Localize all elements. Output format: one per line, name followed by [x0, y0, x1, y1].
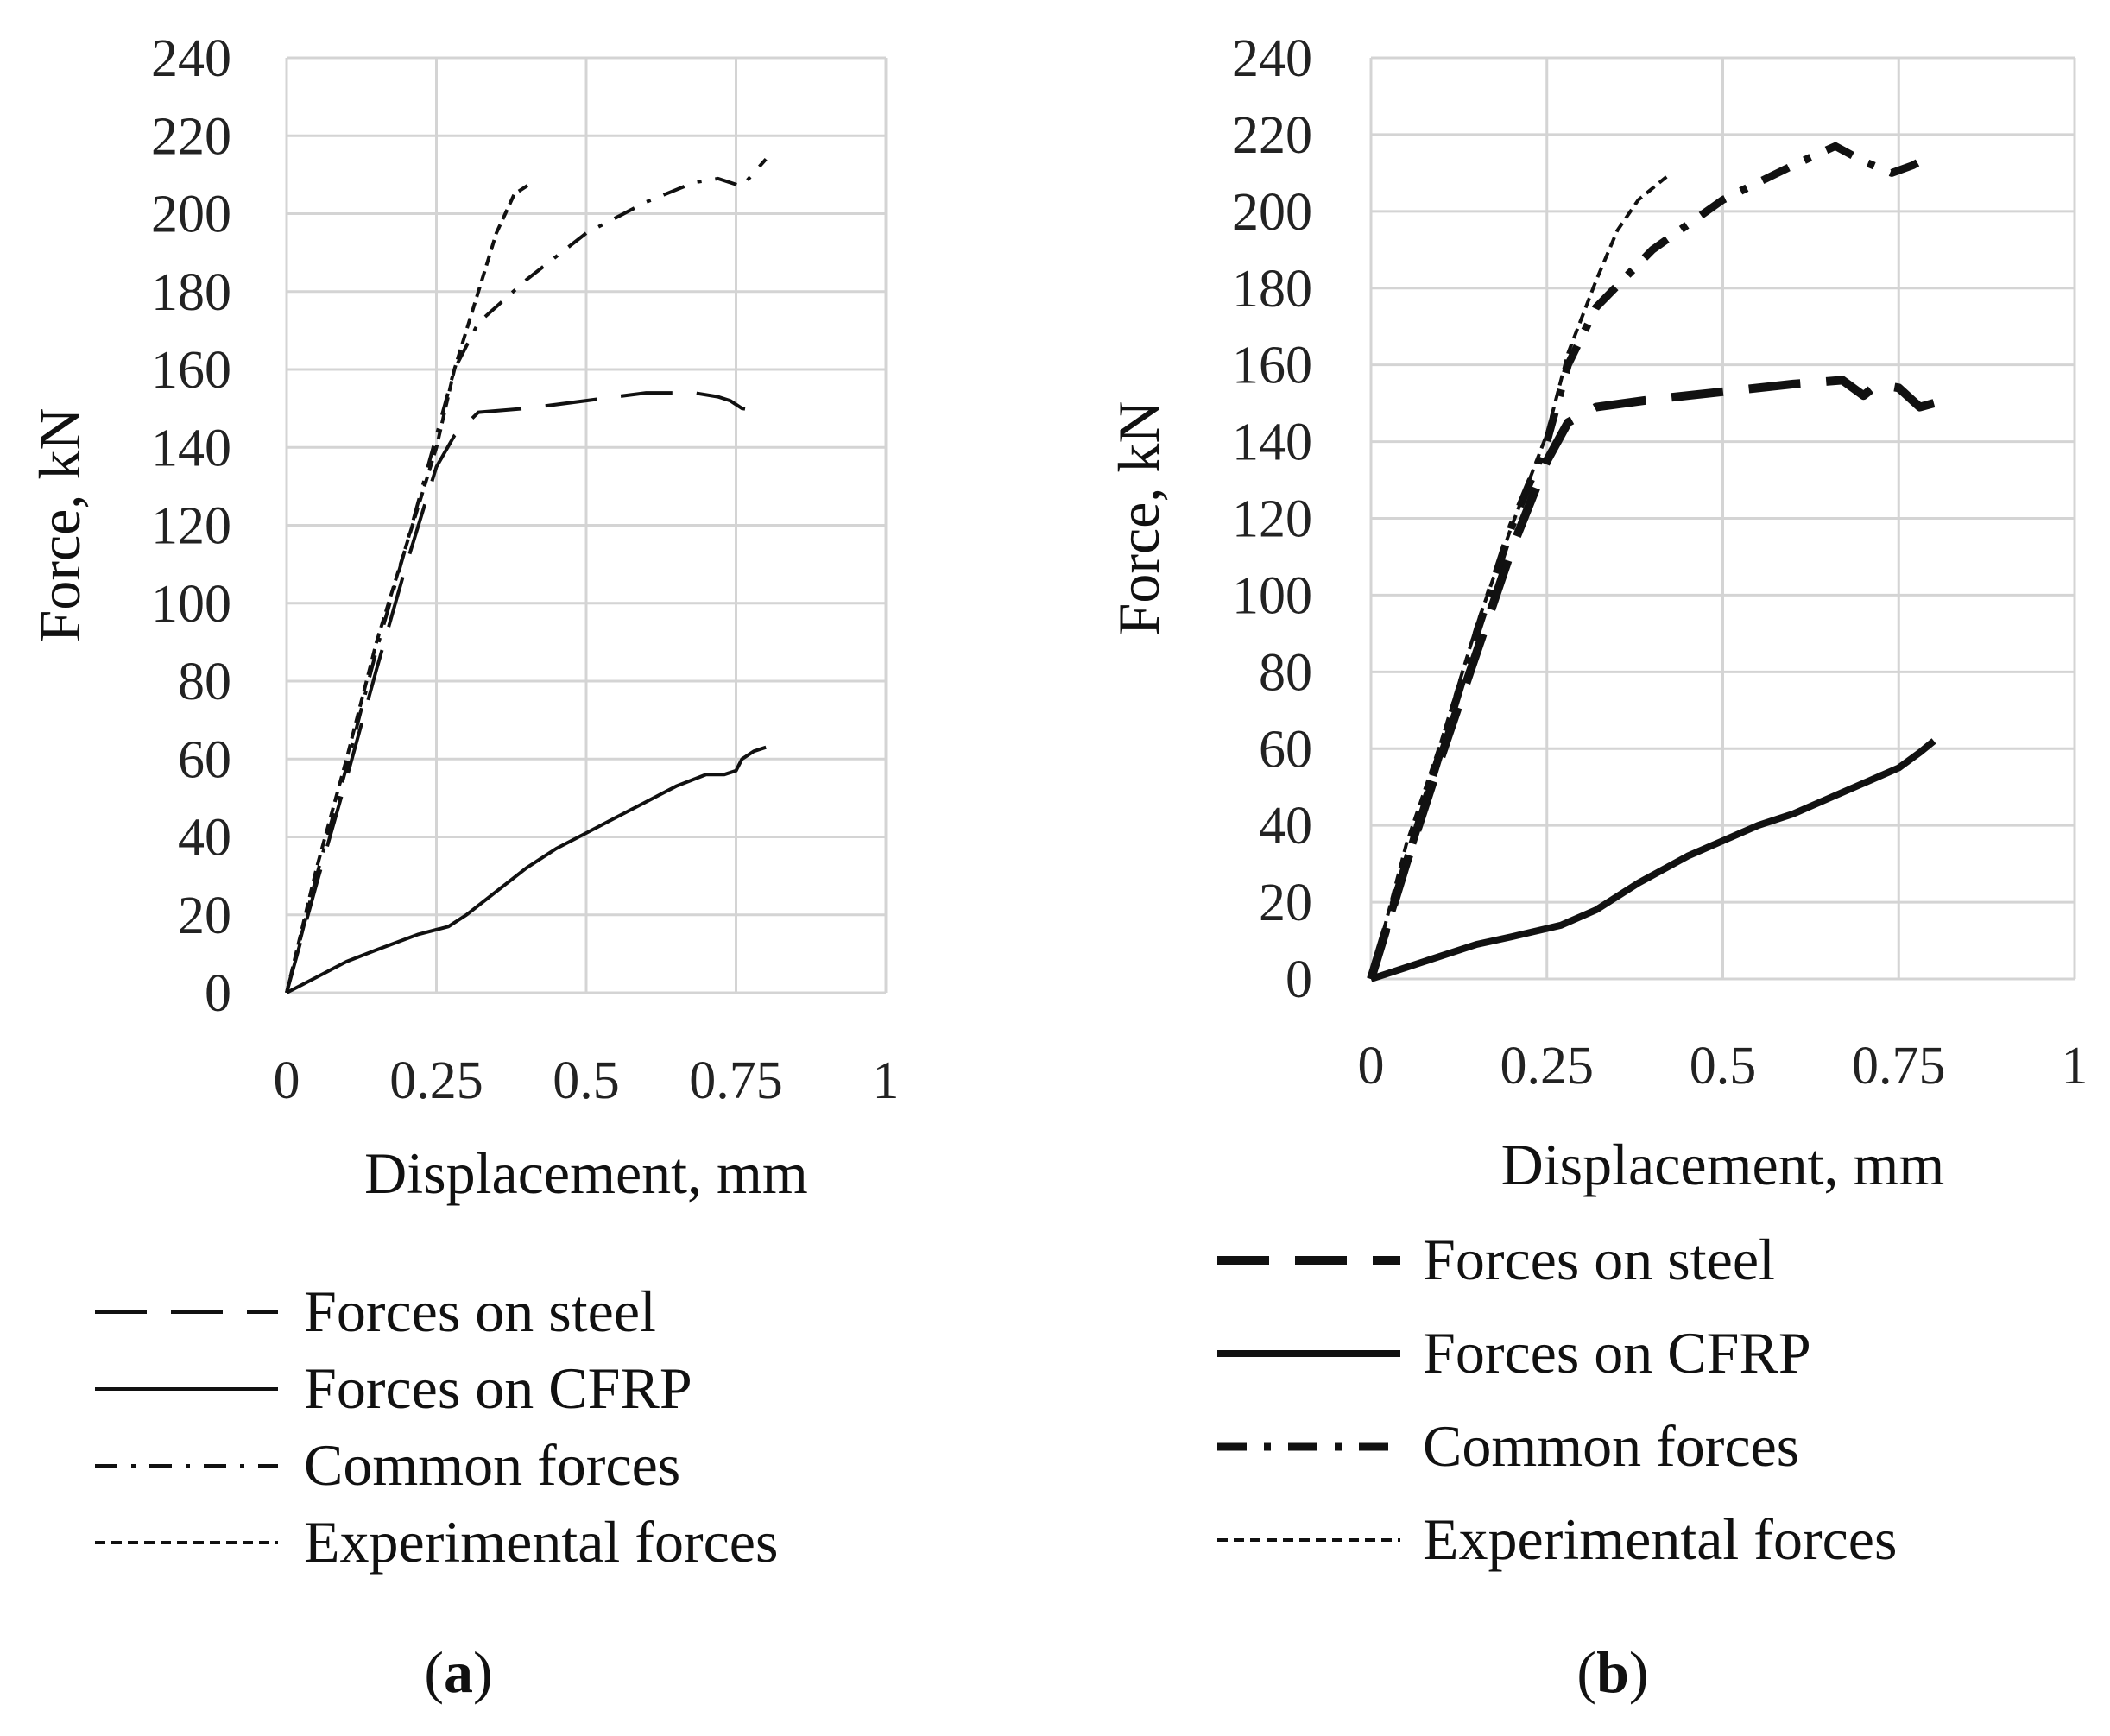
- x-tick-label: 1: [2062, 1037, 2088, 1095]
- y-tick-label: 80: [178, 653, 231, 711]
- y-tick-label: 120: [1232, 490, 1312, 549]
- y-tick-label: 200: [151, 186, 231, 244]
- series-line-forces-on-cfrp: [1369, 738, 1936, 982]
- y-axis-title: Force, kN: [27, 408, 92, 643]
- legend-label: Forces on steel: [1423, 1227, 1775, 1292]
- y-tick-label: 200: [1232, 183, 1312, 242]
- legend-label: Common forces: [1423, 1413, 1799, 1479]
- legend-label: Forces on CFRP: [1423, 1320, 1811, 1386]
- x-tick-label: 0.25: [389, 1051, 483, 1110]
- y-tick-label: 140: [1232, 413, 1312, 472]
- x-tick-label: 0.5: [1690, 1037, 1757, 1095]
- panel-label: (a): [424, 1639, 492, 1705]
- x-axis-title: Displacement, mm: [364, 1140, 808, 1206]
- legend-label: Experimental forces: [304, 1509, 778, 1575]
- y-tick-label: 40: [1259, 797, 1312, 855]
- chart-panel-b: 0 20 40 60 80 100 120 140 160 180 200 220 240 0 0.25 0.…: [1106, 29, 2088, 1705]
- y-tick-label: 0: [1286, 950, 1312, 1009]
- y-tick-label: 80: [1259, 643, 1312, 702]
- series-line-experimental-forces: [1369, 175, 1668, 980]
- y-tick-label: 60: [178, 730, 231, 789]
- y-tick-label: 160: [151, 341, 231, 400]
- series-line-forces-on-cfrp: [286, 745, 767, 994]
- y-tick-label: 40: [178, 809, 231, 868]
- y-tick-label: 140: [151, 419, 231, 477]
- y-tick-label: 240: [151, 29, 231, 88]
- y-tick-label: 100: [151, 575, 231, 634]
- y-tick-label: 160: [1232, 337, 1312, 395]
- y-tick-label: 60: [1259, 720, 1312, 779]
- series-line-forces-on-steel: [1367, 376, 1936, 981]
- series-line-experimental-forces: [285, 180, 534, 994]
- y-axis-title: Force, kN: [1106, 401, 1172, 636]
- x-tick-label: 0.75: [1852, 1037, 1946, 1095]
- panel-label: (b): [1576, 1639, 1648, 1705]
- legend-label: Forces on CFRP: [304, 1355, 692, 1421]
- y-tick-label: 220: [151, 107, 231, 166]
- x-tick-label: 1: [873, 1051, 900, 1110]
- y-tick-label: 180: [151, 263, 231, 322]
- series-line-common-forces: [1367, 142, 1929, 981]
- x-tick-label: 0: [274, 1051, 300, 1110]
- x-tick-label: 0.5: [553, 1051, 620, 1110]
- series-line-common-forces: [285, 157, 768, 994]
- y-tick-label: 20: [178, 887, 231, 945]
- chart-panel-a: 0 20 40 60 80 100 120 140 160 180 200 220 240 0 0.25 0.…: [27, 29, 900, 1705]
- y-tick-label: 240: [1232, 29, 1312, 88]
- y-tick-label: 20: [1259, 874, 1312, 932]
- x-tick-label: 0: [1358, 1037, 1385, 1095]
- legend-label: Forces on steel: [304, 1278, 656, 1344]
- y-tick-label: 0: [205, 964, 231, 1023]
- y-tick-label: 220: [1232, 106, 1312, 165]
- y-tick-label: 100: [1232, 566, 1312, 625]
- y-tick-label: 120: [151, 497, 231, 556]
- x-tick-label: 0.75: [689, 1051, 783, 1110]
- legend-label: Experimental forces: [1423, 1506, 1897, 1572]
- x-axis-title: Displacement, mm: [1501, 1132, 1945, 1197]
- series-line-forces-on-steel: [285, 391, 767, 994]
- legend-label: Common forces: [304, 1432, 680, 1498]
- x-tick-label: 0.25: [1500, 1037, 1595, 1095]
- y-tick-label: 180: [1232, 260, 1312, 319]
